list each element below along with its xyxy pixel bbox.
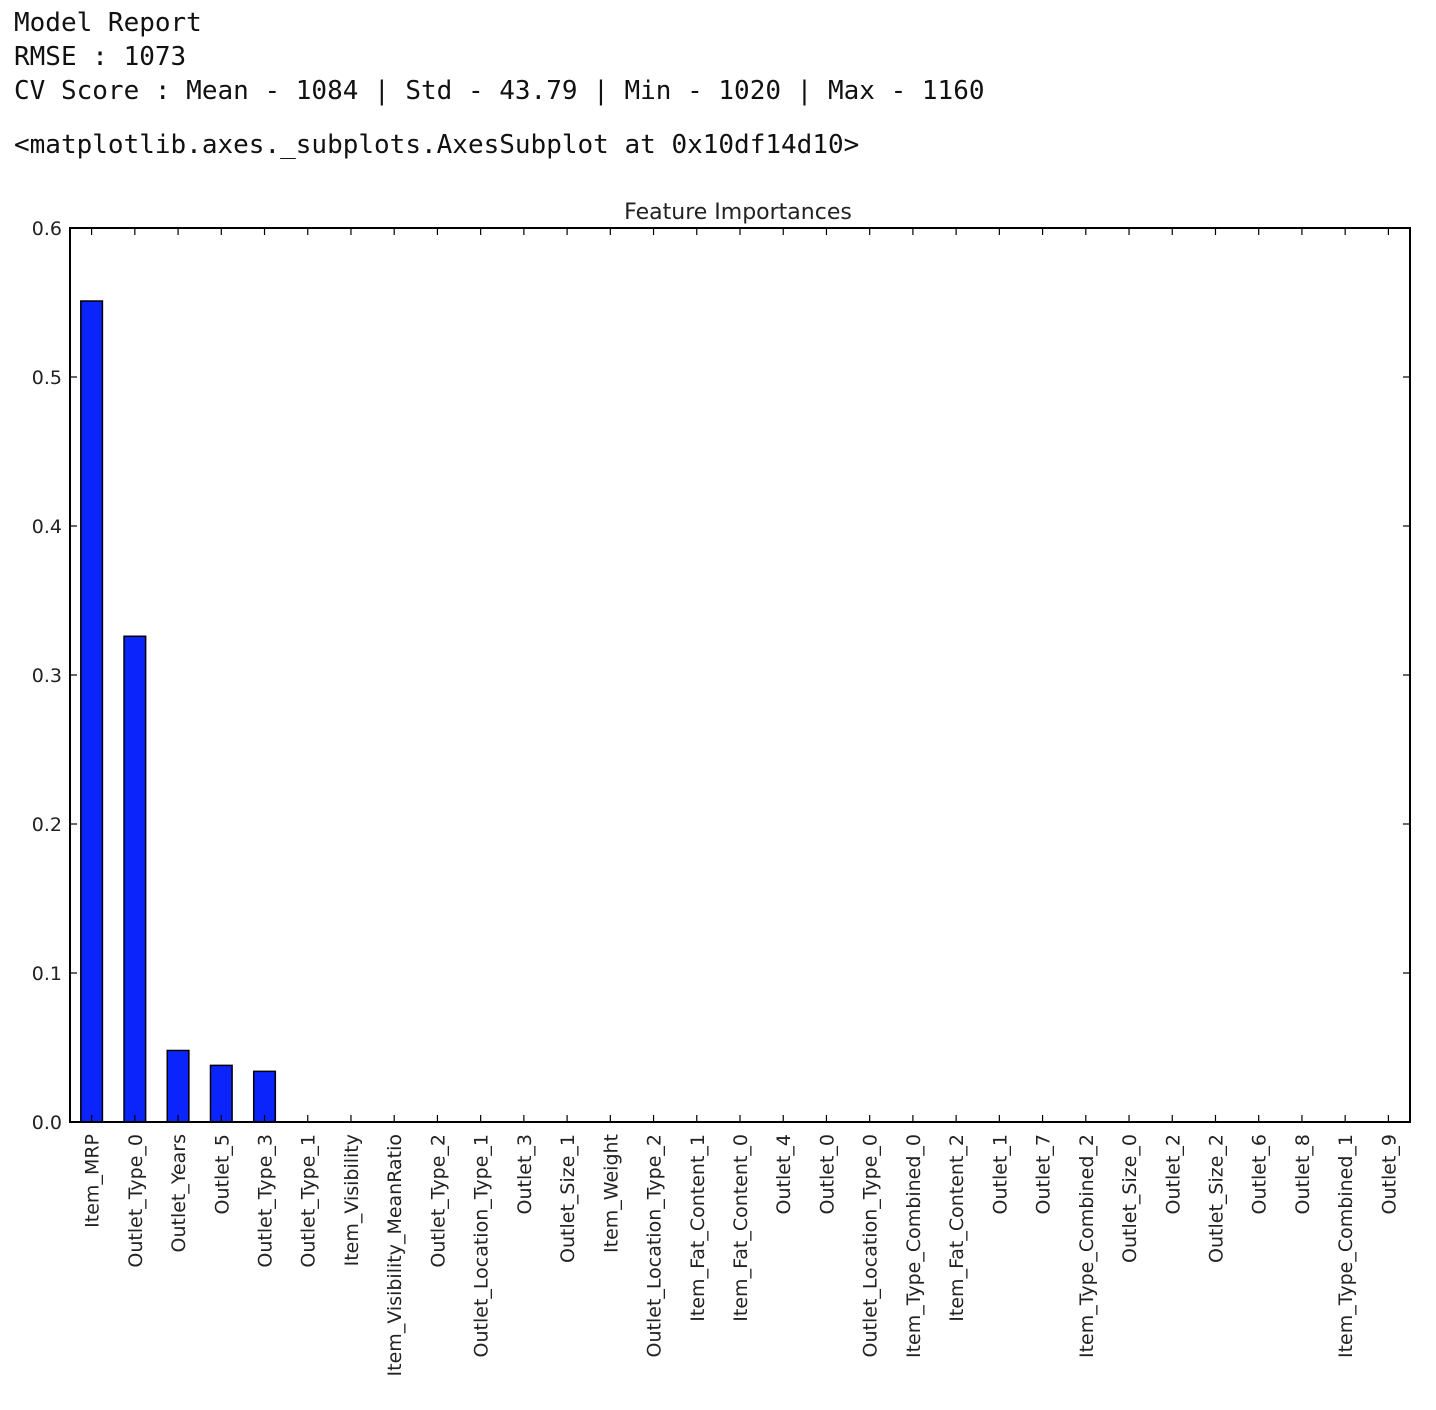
rmse-line: RMSE : 1073 bbox=[14, 42, 187, 72]
x-tick-label: Outlet_Size_2 bbox=[1205, 1134, 1227, 1263]
y-tick-label: 0.0 bbox=[32, 1112, 62, 1134]
x-tick-label: Item_Weight bbox=[600, 1134, 622, 1253]
y-tick-label: 0.3 bbox=[32, 665, 62, 687]
x-tick-label: Outlet_Type_3 bbox=[255, 1134, 277, 1268]
y-tick-label: 0.6 bbox=[32, 218, 62, 240]
bar-Outlet_5 bbox=[209, 1064, 233, 1123]
x-tick-label: Item_Fat_Content_0 bbox=[730, 1134, 752, 1322]
y-tick-label: 0.4 bbox=[32, 516, 62, 538]
report-heading: Model Report bbox=[14, 8, 202, 38]
x-tick-label: Outlet_Location_Type_1 bbox=[471, 1134, 493, 1357]
y-tick-label: 0.1 bbox=[32, 963, 62, 985]
x-tick-label: Outlet_Size_0 bbox=[1119, 1134, 1141, 1263]
y-tick-label: 0.2 bbox=[32, 814, 62, 836]
x-tick-label: Item_MRP bbox=[82, 1134, 104, 1228]
x-tick-label: Outlet_7 bbox=[1033, 1134, 1055, 1214]
x-axis: Item_MRP Outlet_Type_0 Outlet_Years Outlet_… bbox=[82, 228, 1400, 1376]
y-tick-label: 0.5 bbox=[32, 367, 62, 389]
x-tick-label: Outlet_Years bbox=[168, 1134, 190, 1253]
x-tick-label: Outlet_Location_Type_2 bbox=[644, 1134, 666, 1357]
x-tick-label: Outlet_8 bbox=[1292, 1134, 1314, 1214]
x-tick-label: Outlet_3 bbox=[514, 1134, 536, 1214]
x-tick-label: Outlet_2 bbox=[1162, 1134, 1184, 1214]
x-tick-label: Item_Fat_Content_1 bbox=[687, 1134, 709, 1322]
x-tick-label: Item_Visibility_MeanRatio bbox=[384, 1134, 406, 1376]
x-tick-label: Item_Visibility bbox=[341, 1134, 363, 1266]
x-tick-label: Outlet_Size_1 bbox=[557, 1134, 579, 1263]
x-tick-label: Outlet_Type_0 bbox=[125, 1134, 147, 1268]
bars-group bbox=[80, 300, 277, 1123]
x-tick-label: Outlet_5 bbox=[211, 1134, 233, 1214]
x-tick-label: Outlet_Location_Type_0 bbox=[860, 1134, 882, 1357]
bar-Outlet_Years bbox=[166, 1049, 190, 1123]
x-tick-label: Outlet_9 bbox=[1378, 1134, 1400, 1214]
bar-Outlet_Type_3 bbox=[252, 1070, 277, 1123]
chart-title: Feature Importances bbox=[624, 200, 852, 225]
x-tick-label: Item_Type_Combined_2 bbox=[1076, 1134, 1098, 1358]
x-tick-label: Outlet_6 bbox=[1249, 1134, 1271, 1214]
bar-Outlet_Type_0 bbox=[123, 635, 147, 1123]
model-report: Model Report RMSE : 1073 CV Score : Mean… bbox=[14, 6, 985, 108]
plot-frame bbox=[69, 227, 1411, 1123]
axes-subplot-repr: <matplotlib.axes._subplots.AxesSubplot a… bbox=[14, 130, 860, 160]
x-tick-label: Outlet_0 bbox=[816, 1134, 838, 1214]
cv-score-line: CV Score : Mean - 1084 | Std - 43.79 | M… bbox=[14, 76, 985, 106]
x-tick-label: Item_Type_Combined_0 bbox=[903, 1134, 925, 1358]
x-tick-label: Outlet_4 bbox=[773, 1134, 795, 1214]
x-tick-label: Outlet_Type_2 bbox=[427, 1134, 449, 1268]
x-tick-label: Item_Type_Combined_1 bbox=[1335, 1134, 1357, 1358]
x-tick-label: Item_Fat_Content_2 bbox=[946, 1134, 968, 1322]
bar-Item_MRP bbox=[80, 300, 104, 1123]
feature-importances-chart: Feature Importances 0.00.10.20.30.40.50.… bbox=[32, 200, 1411, 1376]
y-axis: 0.0 0.1 0.2 0.3 0.4 0.5 0.6 bbox=[32, 218, 1410, 1134]
x-tick-label: Outlet_Type_1 bbox=[298, 1134, 320, 1268]
x-tick-label: Outlet_1 bbox=[989, 1134, 1011, 1214]
